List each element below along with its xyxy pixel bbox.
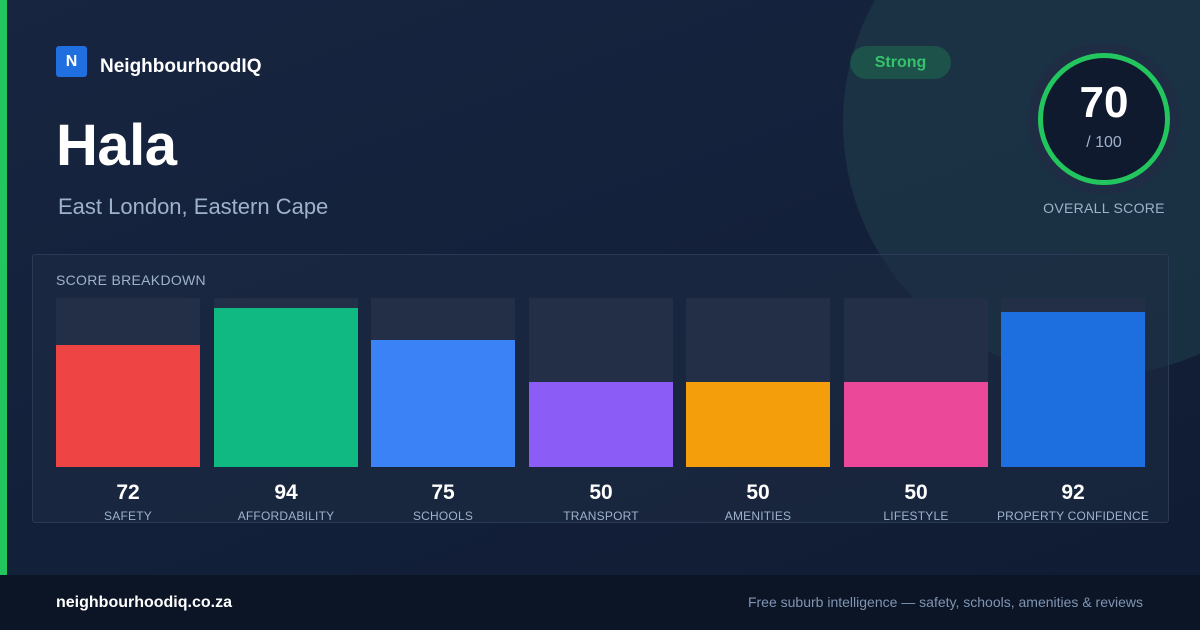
bar-property-confidence: 92 PROPERTY CONFIDENCE xyxy=(997,298,1149,523)
bar-track xyxy=(214,298,358,467)
page-title: Hala xyxy=(56,113,177,178)
bar-label: AMENITIES xyxy=(724,509,792,523)
bar-value: 94 xyxy=(274,481,298,504)
breakdown-bars: 72 SAFETY 94 AFFORDABILITY 75 SCHOOLS 50 TRANSP… xyxy=(33,255,1170,524)
bar-fill xyxy=(371,340,515,467)
location-subtitle: East London, Eastern Cape xyxy=(58,194,329,219)
bar-fill xyxy=(529,382,673,467)
bar-fill xyxy=(844,382,988,467)
bar-value: 50 xyxy=(746,481,770,504)
bar-value: 92 xyxy=(1061,481,1085,504)
bar-value: 72 xyxy=(116,481,140,504)
bar-label: LIFESTYLE xyxy=(883,509,949,523)
bar-fill xyxy=(214,308,358,467)
overall-score-max: / 100 xyxy=(1086,134,1122,151)
bar-safety: 72 SAFETY xyxy=(56,298,200,523)
bar-track xyxy=(686,298,830,467)
bar-amenities: 50 AMENITIES xyxy=(686,298,830,523)
overall-score-label: OVERALL SCORE xyxy=(1043,200,1165,216)
footer-tagline: Free suburb intelligence — safety, schoo… xyxy=(747,594,1143,610)
bar-label: PROPERTY CONFIDENCE xyxy=(996,509,1150,523)
bar-schools: 75 SCHOOLS xyxy=(371,298,515,523)
bar-value: 50 xyxy=(904,481,928,504)
bar-fill xyxy=(1001,312,1145,467)
logo-icon: N xyxy=(56,46,87,77)
footer-url[interactable]: neighbourhoodiq.co.za xyxy=(56,594,232,611)
logo-letter: N xyxy=(65,52,78,70)
bar-label: SAFETY xyxy=(104,509,152,523)
bar-label: TRANSPORT xyxy=(563,509,639,523)
panel-title: SCORE BREAKDOWN xyxy=(56,272,206,288)
bar-lifestyle: 50 LIFESTYLE xyxy=(844,298,988,523)
bar-track xyxy=(844,298,988,467)
bar-fill xyxy=(56,345,200,467)
brand-name: NeighbourhoodIQ xyxy=(100,56,262,77)
bar-track xyxy=(56,298,200,467)
bar-label: SCHOOLS xyxy=(412,509,474,523)
footer: neighbourhoodiq.co.za Free suburb intell… xyxy=(0,575,1200,630)
bar-label: AFFORDABILITY xyxy=(237,509,335,523)
bar-transport: 50 TRANSPORT xyxy=(529,298,673,523)
bar-affordability: 94 AFFORDABILITY xyxy=(214,298,358,523)
bar-track xyxy=(1001,298,1145,467)
status-badge: Strong xyxy=(850,46,951,79)
bar-track xyxy=(371,298,515,467)
bar-value: 75 xyxy=(431,481,455,504)
score-ring-progress xyxy=(1038,53,1170,185)
bar-track xyxy=(529,298,673,467)
overall-score-ring: 70 / 100 xyxy=(1028,43,1180,195)
accent-stripe xyxy=(0,0,7,575)
score-breakdown-panel: SCORE BREAKDOWN 72 SAFETY 94 AFFORDABILITY 7… xyxy=(32,254,1169,523)
overall-score-value: 70 xyxy=(1079,78,1129,127)
bar-fill xyxy=(686,382,830,467)
bar-value: 50 xyxy=(589,481,613,504)
